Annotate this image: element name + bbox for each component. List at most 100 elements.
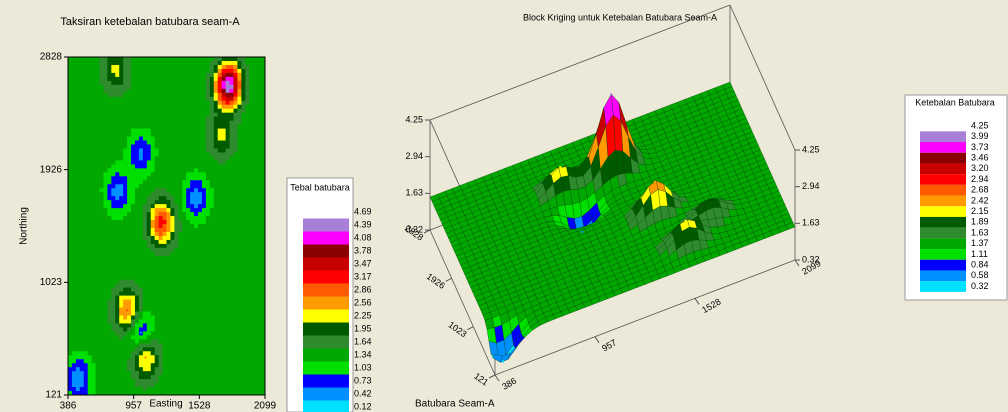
contour-cell bbox=[119, 192, 124, 197]
contour-cell bbox=[111, 140, 116, 145]
contour-cell bbox=[134, 168, 140, 173]
contour-cell bbox=[261, 319, 266, 324]
contour-cell bbox=[83, 88, 89, 94]
contour-cell bbox=[95, 192, 100, 197]
contour-cell bbox=[123, 128, 128, 133]
contour-cell bbox=[166, 247, 171, 253]
contour-cell bbox=[249, 323, 254, 328]
contour-cell bbox=[142, 176, 148, 181]
contour-cell bbox=[194, 347, 199, 352]
contour-cell bbox=[138, 391, 144, 396]
contour-cell bbox=[225, 231, 230, 237]
contour-cell bbox=[111, 287, 116, 293]
contour-cell bbox=[68, 231, 73, 237]
contour-cell bbox=[261, 391, 266, 396]
contour-cell bbox=[83, 391, 89, 396]
contour-cell bbox=[115, 279, 120, 285]
contour-cell bbox=[142, 208, 148, 213]
contour-cell bbox=[115, 160, 120, 165]
contour-cell bbox=[131, 224, 136, 229]
contour-cell bbox=[115, 148, 120, 153]
contour-cell bbox=[68, 335, 73, 340]
contour-cell bbox=[241, 204, 246, 209]
contour-cell bbox=[99, 72, 104, 78]
contour-cell bbox=[71, 307, 77, 312]
contour-cell bbox=[225, 112, 230, 118]
contour-cell bbox=[225, 339, 230, 344]
contour-cell bbox=[198, 180, 203, 185]
contour-cell bbox=[83, 367, 89, 372]
contour-cell bbox=[162, 391, 167, 396]
contour-cell bbox=[229, 144, 234, 149]
contour-cell bbox=[127, 152, 132, 157]
contour-cell bbox=[138, 68, 144, 74]
contour-cell bbox=[174, 355, 179, 360]
contour-cell bbox=[83, 343, 89, 348]
contour-cell bbox=[213, 279, 219, 285]
contour-cell bbox=[111, 391, 116, 396]
contour-cell bbox=[221, 168, 226, 173]
contour-cell bbox=[99, 208, 104, 213]
contour-cell bbox=[194, 319, 199, 324]
contour-cell bbox=[87, 104, 93, 110]
contour-cell bbox=[198, 136, 203, 141]
contour-cell bbox=[119, 116, 124, 122]
contour-cell bbox=[115, 176, 120, 181]
contour-cell bbox=[158, 64, 163, 70]
contour-cell bbox=[261, 104, 266, 110]
contour-cell bbox=[217, 176, 223, 181]
contour-cell bbox=[201, 263, 207, 269]
contour-cell bbox=[154, 216, 160, 221]
contour-cell bbox=[249, 295, 254, 300]
contour-cell bbox=[229, 379, 234, 384]
contour-cell bbox=[225, 84, 230, 90]
contour-cell bbox=[127, 164, 132, 169]
contour-cell bbox=[249, 311, 254, 316]
contour-cell bbox=[182, 239, 187, 245]
contour-cell bbox=[217, 164, 223, 169]
contour-cell bbox=[209, 371, 215, 376]
contour-cell bbox=[68, 311, 73, 316]
contour-cell bbox=[190, 112, 195, 118]
contour-cell bbox=[190, 319, 195, 324]
contour-cell bbox=[71, 339, 77, 344]
contour-cell bbox=[182, 200, 187, 205]
contour-cell bbox=[158, 140, 163, 145]
contour-cell bbox=[194, 224, 199, 229]
contour-cell bbox=[79, 120, 85, 125]
contour-cell bbox=[166, 323, 171, 328]
contour-cell bbox=[87, 96, 93, 102]
contour-cell bbox=[245, 156, 250, 161]
contour-cell bbox=[186, 224, 191, 229]
contour-cell bbox=[217, 351, 223, 356]
contour-cell bbox=[75, 204, 81, 209]
contour-cell bbox=[257, 339, 262, 344]
contour-cell bbox=[123, 307, 128, 312]
contour-cell bbox=[138, 235, 144, 241]
contour-cell bbox=[201, 64, 207, 70]
contour-cell bbox=[119, 259, 124, 265]
contour-cell bbox=[213, 299, 219, 304]
contour-cell bbox=[150, 180, 156, 185]
contour-cell bbox=[138, 291, 144, 296]
contour-cell bbox=[233, 247, 238, 253]
contour-cell bbox=[166, 180, 171, 185]
contour-cell bbox=[241, 279, 246, 285]
contour-cell bbox=[150, 391, 156, 396]
contour-cell bbox=[221, 144, 226, 149]
contour-cell bbox=[158, 76, 163, 82]
contour-cell bbox=[95, 387, 100, 392]
contour-cell bbox=[111, 323, 116, 328]
contour-cell bbox=[127, 227, 132, 233]
contour-cell bbox=[138, 335, 144, 340]
contour-cell bbox=[75, 275, 81, 281]
contour-cell bbox=[178, 140, 183, 145]
contour-cell bbox=[166, 100, 171, 106]
contour-cell bbox=[209, 84, 215, 90]
contour-cell bbox=[205, 160, 211, 165]
contour-cell bbox=[119, 323, 124, 328]
contour-cell bbox=[249, 128, 254, 133]
contour-cell bbox=[213, 84, 219, 90]
contour-cell bbox=[225, 188, 230, 193]
